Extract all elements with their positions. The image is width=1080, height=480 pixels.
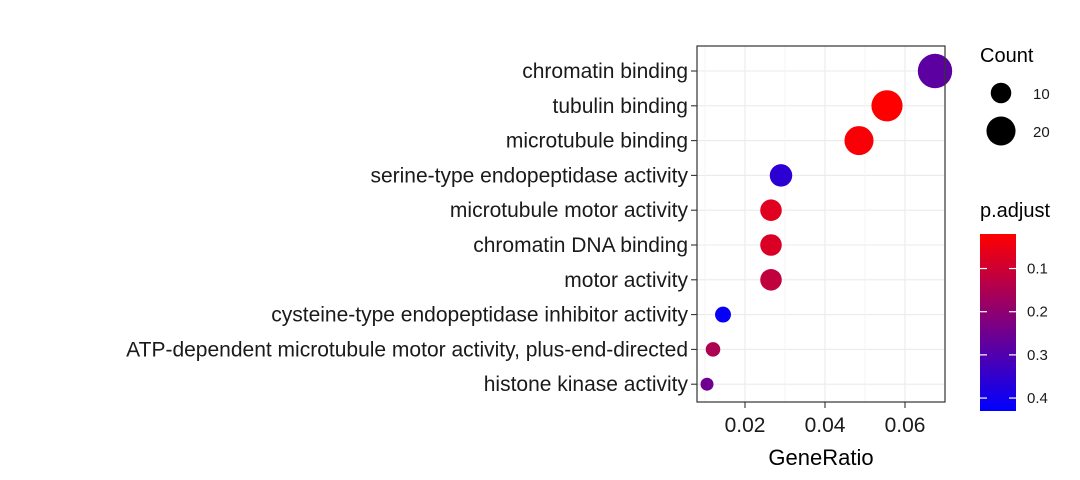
data-point xyxy=(760,234,782,256)
size-legend-label: 20 xyxy=(1033,124,1050,141)
data-point xyxy=(760,199,782,221)
size-legend-key xyxy=(990,82,1012,104)
category-label: ATP-dependent microtubule motor activity… xyxy=(126,338,688,361)
color-legend-label: 0.3 xyxy=(1027,347,1048,364)
size-legend: Count 10 20 xyxy=(980,45,1050,146)
color-legend: p.adjust 0.1 0.2 0.3 0.4 xyxy=(980,200,1050,411)
data-point xyxy=(705,342,721,357)
data-point xyxy=(700,377,714,391)
category-label: histone kinase activity xyxy=(484,373,689,396)
category-label: microtubule motor activity xyxy=(450,199,689,222)
data-point xyxy=(715,306,731,323)
data-point xyxy=(871,90,903,122)
plot-panel-border xyxy=(696,45,946,403)
category-label: motor activity xyxy=(564,269,688,292)
data-points xyxy=(700,53,953,391)
color-legend-title: p.adjust xyxy=(980,200,1050,222)
color-legend-label: 0.4 xyxy=(1027,390,1048,407)
x-tick-label: 0.02 xyxy=(725,414,766,437)
x-tick-label: 0.04 xyxy=(805,414,846,437)
category-labels: chromatin binding tubulin binding microtub… xyxy=(126,60,697,396)
category-label: microtubule binding xyxy=(506,130,688,153)
color-legend-label: 0.1 xyxy=(1027,261,1048,278)
x-tick-label: 0.06 xyxy=(885,414,926,437)
x-axis-ticks: 0.02 0.04 0.06 xyxy=(725,402,926,437)
color-bar xyxy=(980,234,1016,411)
grid-lines xyxy=(697,46,946,402)
size-legend-label: 10 xyxy=(1033,86,1050,103)
data-point xyxy=(844,126,874,156)
color-legend-label: 0.2 xyxy=(1027,304,1048,321)
data-point xyxy=(917,53,953,89)
category-label: chromatin binding xyxy=(522,60,688,83)
size-legend-key xyxy=(986,116,1016,146)
data-point xyxy=(760,269,782,291)
x-axis-title: GeneRatio xyxy=(768,445,873,470)
category-label: serine-type endopeptidase activity xyxy=(370,164,688,187)
data-point xyxy=(769,164,793,187)
size-legend-title: Count xyxy=(980,45,1034,67)
category-label: cysteine-type endopeptidase inhibitor ac… xyxy=(271,304,688,327)
category-label: chromatin DNA binding xyxy=(473,234,688,257)
category-label: tubulin binding xyxy=(553,95,688,118)
